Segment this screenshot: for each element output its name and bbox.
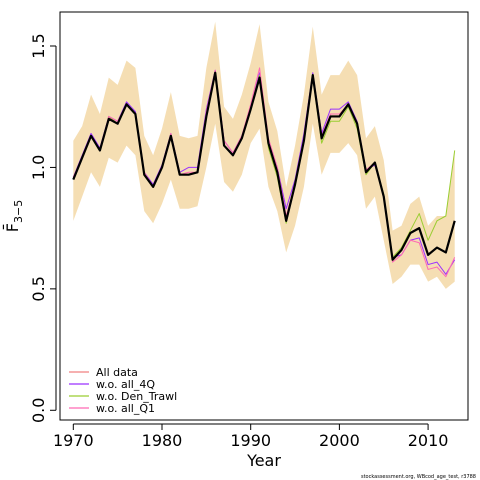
y-axis-title-group: F̄3−5 — [3, 200, 25, 232]
legend-label: All data — [96, 366, 138, 379]
y-axis-title-subscript: 3−5 — [12, 200, 25, 223]
x-tick-label: 1990 — [230, 431, 271, 450]
y-tick-label: 0.5 — [29, 276, 48, 301]
legend-label: w.o. all_4Q — [96, 378, 155, 391]
x-tick-label: 2000 — [319, 431, 360, 450]
legend-label: w.o. all_Q1 — [96, 402, 155, 415]
credit-text: stockassessment.org, WBcod_age_test, r37… — [361, 474, 476, 480]
y-axis: 0.0 0.5 1.0 1.5 — [29, 33, 57, 423]
y-tick-label: 1.5 — [29, 33, 48, 58]
series-line-all-data — [72, 71, 456, 261]
confidence-band-layer — [73, 21, 455, 289]
y-tick-label: 1.0 — [29, 155, 48, 180]
plot-frame — [59, 11, 469, 421]
confidence-band — [73, 21, 455, 289]
series-layer — [72, 67, 456, 278]
x-tick-label: 2010 — [408, 431, 449, 450]
x-tick-label: 1970 — [53, 431, 94, 450]
y-tick-label: 0.0 — [29, 398, 48, 423]
y-axis-title-main: F̄ — [3, 223, 22, 232]
y-axis-title: F̄3−5 — [3, 200, 25, 232]
x-axis: 1970 1980 1990 2000 2010 — [53, 423, 449, 450]
x-tick-label: 1980 — [142, 431, 183, 450]
x-axis-title: Year — [246, 451, 281, 470]
legend-label: w.o. Den_Trawl — [96, 390, 177, 403]
